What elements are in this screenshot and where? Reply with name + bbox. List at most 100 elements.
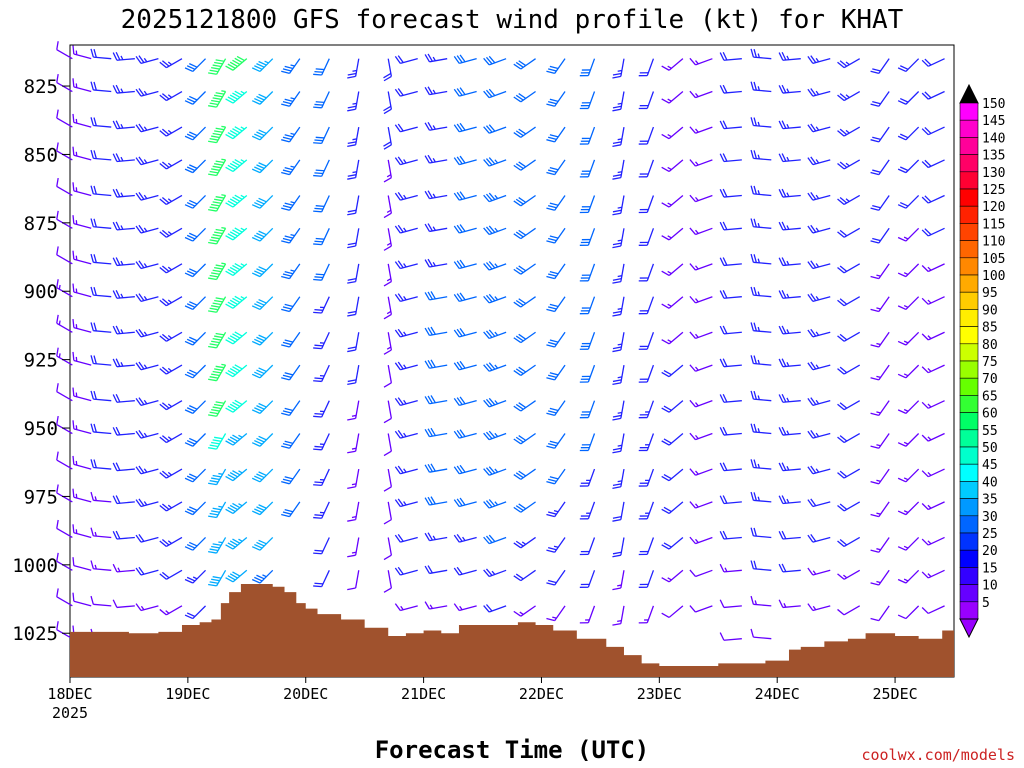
wind-barb (225, 433, 248, 446)
wind-barb (778, 426, 801, 436)
wind-barb (184, 569, 207, 584)
wind-barb (394, 328, 418, 338)
wind-barb (135, 328, 159, 338)
wind-barb (750, 81, 772, 93)
wind-barb (897, 263, 920, 278)
wind-barb (837, 159, 861, 170)
wind-barb (281, 400, 301, 417)
colorbar-top-arrow (959, 83, 979, 104)
wind-barb (424, 496, 448, 506)
wind-barb (383, 126, 393, 150)
wind-barb (483, 88, 507, 99)
wind-barb (281, 263, 301, 280)
wind-barb (313, 570, 330, 588)
wind-barb (689, 331, 713, 340)
wind-barb (394, 260, 418, 270)
wind-barb (90, 185, 112, 197)
wind-barb (90, 253, 112, 265)
wind-barb (72, 319, 92, 333)
wind-barb (251, 263, 274, 278)
wind-barb (807, 498, 831, 508)
wind-barb (56, 109, 73, 128)
wind-barb (483, 157, 507, 167)
wind-barb (184, 331, 207, 346)
wind-barb (719, 462, 742, 472)
wind-barb (483, 362, 507, 372)
wind-barb (546, 263, 566, 280)
wind-barb (837, 468, 861, 479)
wind-barb (513, 468, 536, 480)
colorbar-label: 145 (982, 114, 1005, 129)
wind-barb (424, 223, 448, 233)
colorbar-label: 80 (982, 338, 998, 353)
wind-barb (897, 433, 920, 447)
wind-barb (689, 501, 713, 509)
credit-text: coolwx.com/models (861, 746, 1015, 764)
wind-barb (135, 260, 159, 270)
colorbar-label: 110 (982, 235, 1005, 250)
wind-barb (778, 153, 801, 163)
wind-barb (56, 73, 73, 93)
wind-barb (719, 290, 742, 299)
wind-barb (483, 293, 507, 304)
colorbar-label: 65 (982, 389, 998, 404)
wind-barb (347, 570, 360, 591)
wind-barb (513, 227, 536, 240)
wind-barb (612, 228, 625, 249)
wind-barb (251, 468, 274, 483)
wind-barb (719, 221, 742, 231)
wind-barb (453, 54, 477, 64)
wind-barb (579, 296, 596, 315)
colorbar-swatch (959, 584, 979, 603)
wind-barb (638, 296, 655, 315)
wind-barb (313, 400, 330, 418)
y-tick-label: 1025 (12, 623, 58, 645)
wind-barb (72, 78, 92, 93)
wind-barb (251, 159, 274, 174)
wind-barb (921, 194, 945, 204)
wind-barb (661, 468, 684, 482)
wind-barb (424, 121, 448, 131)
wind-barb (112, 358, 135, 368)
wind-barb (184, 126, 207, 141)
wind-barb (383, 195, 393, 219)
wind-barb (112, 530, 135, 540)
wind-barb (661, 433, 684, 446)
wind-barb (159, 569, 183, 580)
wind-barb (546, 91, 566, 107)
wind-barb (394, 293, 418, 302)
wind-barb (513, 605, 536, 617)
wind-barb (750, 595, 772, 607)
colorbar-label: 45 (982, 458, 998, 473)
colorbar-swatch (959, 481, 979, 499)
wind-barb (90, 459, 112, 470)
wind-barb (546, 468, 566, 485)
wind-barb (513, 159, 536, 171)
wind-barb (719, 84, 742, 94)
wind-barb (837, 194, 861, 206)
wind-barb (638, 159, 655, 178)
wind-barb (424, 395, 448, 405)
wind-barb (90, 322, 112, 333)
wind-barb (208, 125, 227, 144)
wind-barb (56, 246, 73, 265)
wind-barb (579, 263, 596, 282)
colorbar-swatch (959, 446, 979, 465)
wind-barb (579, 228, 596, 246)
wind-barb (689, 159, 713, 167)
wind-barb (638, 228, 655, 246)
wind-barb (921, 90, 945, 100)
wind-barb (807, 88, 831, 97)
wind-barb (394, 156, 418, 166)
wind-barb (383, 364, 393, 388)
wind-barb (184, 91, 207, 105)
colorbar-label: 130 (982, 166, 1005, 181)
wind-barb (612, 570, 625, 591)
wind-barb (612, 91, 625, 112)
wind-barb (251, 364, 274, 379)
wind-barb (394, 397, 418, 406)
wind-barb (112, 153, 135, 163)
wind-barb (225, 295, 248, 309)
wind-barb (612, 433, 625, 454)
wind-barb (135, 88, 159, 97)
